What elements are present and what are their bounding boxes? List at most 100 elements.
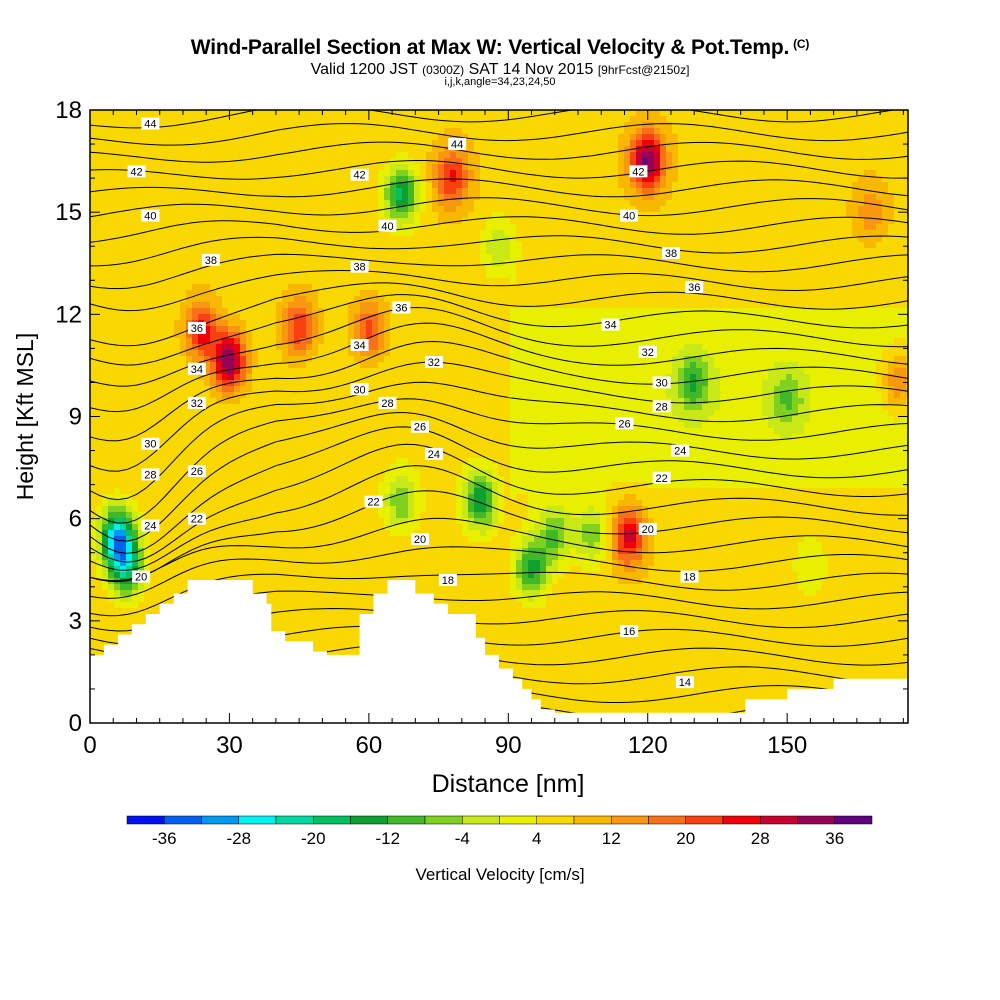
velocity-cell [156,578,163,585]
velocity-cell [126,200,133,207]
velocity-cell [366,410,373,417]
velocity-cell [210,524,217,531]
velocity-cell [114,638,121,645]
velocity-cell [228,272,235,279]
velocity-cell [366,476,373,483]
velocity-cell [330,458,337,465]
velocity-cell [324,140,331,147]
velocity-cell [192,488,199,495]
velocity-cell [348,110,355,117]
velocity-cell [330,386,337,393]
velocity-cell [210,314,217,321]
velocity-cell [138,248,145,255]
velocity-cell [336,620,343,627]
velocity-cell [312,434,319,441]
velocity-cell [114,128,121,135]
velocity-cell [108,230,115,237]
velocity-cell [144,458,151,465]
velocity-cell [360,458,367,465]
velocity-cell [132,446,139,453]
velocity-cell [174,566,181,573]
velocity-cell [168,440,175,447]
velocity-cell [306,620,313,627]
velocity-cell [288,206,295,213]
velocity-cell [138,446,145,453]
velocity-cell [276,248,283,255]
velocity-cell [234,302,241,309]
velocity-cell [282,356,289,363]
velocity-cell [276,500,283,507]
velocity-cell [198,200,205,207]
velocity-cell [348,296,355,303]
velocity-cell [312,224,319,231]
velocity-cell [162,416,169,423]
velocity-cell [258,164,265,171]
velocity-cell [228,344,235,351]
velocity-cell [204,422,211,429]
velocity-cell [138,158,145,165]
velocity-cell [138,188,145,195]
velocity-cell [192,386,199,393]
velocity-cell [282,326,289,333]
velocity-cell [324,278,331,285]
velocity-cell [306,164,313,171]
velocity-cell [114,602,121,609]
velocity-cell [234,470,241,477]
velocity-cell [138,500,145,507]
velocity-cell [378,230,385,237]
velocity-cell [264,206,271,213]
velocity-cell [324,476,331,483]
velocity-cell [282,242,289,249]
velocity-cell [234,284,241,291]
velocity-cell [144,260,151,267]
velocity-cell [192,128,199,135]
velocity-cell [360,362,367,369]
velocity-cell [312,308,319,315]
velocity-cell [180,314,187,321]
velocity-cell [144,434,151,441]
velocity-cell [330,626,337,633]
velocity-cell [378,320,385,327]
velocity-cell [90,320,97,327]
velocity-cell [108,404,115,411]
velocity-cell [288,554,295,561]
velocity-cell [108,326,115,333]
velocity-cell [234,536,241,543]
velocity-cell [354,638,361,645]
velocity-cell [240,266,247,273]
velocity-cell [234,572,241,579]
velocity-cell [180,590,187,597]
velocity-cell [180,248,187,255]
velocity-cell [312,332,319,339]
velocity-cell [264,260,271,267]
velocity-cell [360,224,367,231]
velocity-cell [324,518,331,525]
velocity-cell [282,626,289,633]
velocity-cell [300,158,307,165]
velocity-cell [312,230,319,237]
velocity-cell [342,164,349,171]
velocity-cell [276,512,283,519]
velocity-cell [216,224,223,231]
velocity-cell [294,446,301,453]
velocity-cell [252,314,259,321]
velocity-cell [96,548,103,555]
velocity-cell [282,176,289,183]
velocity-cell [144,206,151,213]
velocity-cell [276,296,283,303]
velocity-cell [336,638,343,645]
velocity-cell [102,578,109,585]
velocity-cell [312,626,319,633]
velocity-cell [348,416,355,423]
velocity-cell [348,248,355,255]
velocity-cell [138,320,145,327]
velocity-cell [246,506,253,513]
velocity-cell [300,458,307,465]
velocity-cell [114,194,121,201]
velocity-cell [222,188,229,195]
velocity-cell [306,404,313,411]
velocity-cell [240,170,247,177]
velocity-cell [198,284,205,291]
velocity-cell [120,254,127,261]
velocity-cell [348,230,355,237]
